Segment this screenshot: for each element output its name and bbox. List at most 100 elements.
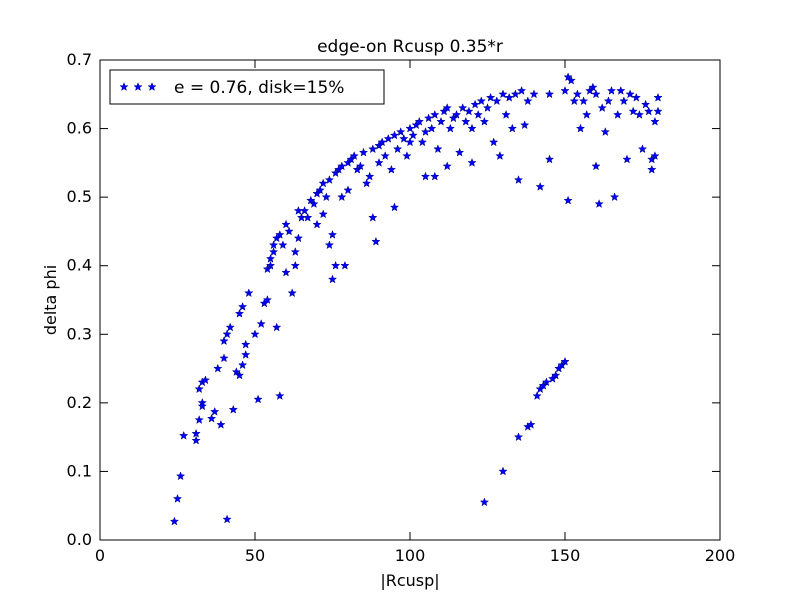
- data-point: [507, 123, 517, 133]
- data-point: [175, 471, 186, 481]
- data-point: [337, 161, 347, 171]
- data-point: [399, 133, 409, 143]
- data-point: [591, 89, 601, 99]
- data-point: [637, 144, 648, 154]
- legend-markers: [119, 82, 157, 91]
- data-point: [510, 89, 521, 99]
- data-point: [476, 96, 486, 106]
- legend: e = 0.76, disk=15%: [109, 69, 385, 105]
- data-point: [492, 96, 502, 106]
- data-point: [442, 161, 452, 171]
- y-axis-label: delta phi: [41, 265, 60, 335]
- data-point: [603, 96, 614, 106]
- y-tick-label: 0.6: [67, 119, 92, 138]
- data-point: [169, 516, 180, 526]
- data-point: [442, 103, 452, 112]
- data-point: [597, 103, 607, 112]
- data-point: [417, 137, 428, 147]
- data-point: [473, 109, 483, 119]
- data-point: [392, 144, 403, 154]
- data-point: [234, 370, 245, 380]
- data-point: [179, 430, 189, 440]
- data-point: [569, 96, 579, 106]
- data-point: [222, 329, 232, 339]
- legend-marker: [119, 82, 129, 91]
- data-point: [213, 363, 223, 373]
- x-tick-label: 150: [550, 546, 581, 565]
- y-tick-label: 0.3: [67, 324, 92, 343]
- data-point: [262, 295, 273, 304]
- data-point: [479, 116, 490, 126]
- data-point: [361, 178, 372, 188]
- x-tick-label: 100: [395, 546, 426, 565]
- data-point: [420, 171, 431, 181]
- y-tick-label: 0.0: [67, 530, 92, 549]
- data-point: [194, 415, 204, 424]
- data-point: [616, 85, 626, 95]
- data-point: [216, 419, 226, 429]
- x-tick-label: 0: [95, 546, 105, 565]
- data-point: [312, 219, 322, 229]
- data-point: [265, 253, 276, 263]
- data-point: [337, 192, 347, 202]
- data-point: [653, 92, 663, 102]
- data-point: [498, 89, 508, 99]
- data-point: [619, 96, 629, 106]
- data-point: [299, 205, 310, 215]
- data-point: [436, 116, 446, 126]
- chart-title: edge-on Rcusp 0.35*r: [317, 37, 503, 57]
- data-point: [309, 199, 319, 208]
- data-point: [386, 164, 397, 174]
- data-point: [365, 171, 375, 181]
- data-point: [290, 260, 300, 270]
- y-tick-label: 0.2: [67, 393, 92, 412]
- data-point: [544, 89, 555, 99]
- data-point: [222, 514, 232, 524]
- data-point: [349, 151, 359, 160]
- data-point: [219, 336, 229, 346]
- data-point: [588, 82, 598, 92]
- data-point: [191, 435, 201, 445]
- data-point: [640, 99, 651, 109]
- data-point: [321, 192, 331, 202]
- data-point: [523, 96, 533, 106]
- data-point: [389, 130, 400, 140]
- data-point: [210, 406, 220, 416]
- data-point: [194, 384, 204, 394]
- data-point: [563, 72, 573, 82]
- data-point: [467, 123, 477, 133]
- data-point: [516, 85, 527, 95]
- data-point: [535, 181, 545, 191]
- data-point: [265, 260, 276, 270]
- data-point: [544, 154, 555, 164]
- data-point: [498, 466, 508, 476]
- data-point: [268, 247, 279, 256]
- data-point: [330, 260, 341, 270]
- data-point: [371, 236, 381, 246]
- data-point: [513, 432, 524, 442]
- data-points: [169, 72, 663, 526]
- data-point: [281, 267, 291, 277]
- data-point: [560, 356, 570, 366]
- data-point: [340, 260, 350, 270]
- data-point: [327, 229, 338, 239]
- data-point: [396, 127, 406, 136]
- data-point: [315, 185, 325, 195]
- legend-entry-label: e = 0.76, disk=15%: [174, 78, 344, 98]
- data-point: [504, 92, 514, 102]
- data-point: [172, 493, 183, 503]
- data-point: [513, 175, 524, 184]
- data-point: [275, 229, 285, 239]
- data-point: [272, 322, 282, 332]
- data-point: [423, 113, 434, 123]
- data-point: [470, 99, 480, 109]
- data-point: [467, 157, 477, 167]
- data-point: [405, 123, 415, 133]
- data-point: [275, 391, 285, 400]
- data-point: [427, 123, 437, 133]
- data-point: [241, 339, 251, 349]
- data-point: [625, 89, 635, 99]
- x-tick-label: 200: [705, 546, 736, 565]
- data-point: [402, 151, 412, 160]
